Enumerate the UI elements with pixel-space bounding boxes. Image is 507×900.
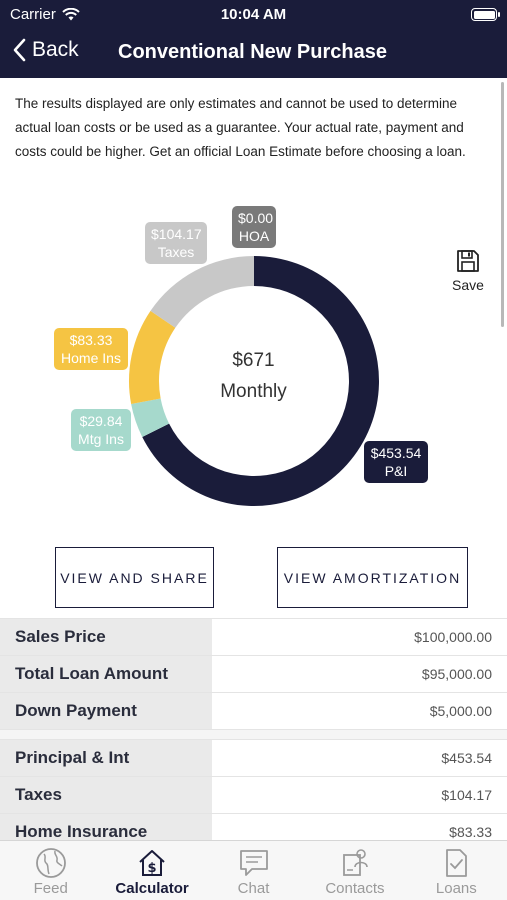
row-label: Principal & Int <box>0 740 212 776</box>
taxes-name: Taxes <box>157 244 195 260</box>
chat-icon <box>239 850 268 876</box>
chart-center-value: $671 <box>232 350 275 371</box>
pi-name: P&I <box>384 463 408 479</box>
row-value: $5,000.00 <box>429 703 492 719</box>
donut-slice-mtg-ins <box>131 398 170 438</box>
row-label: Sales Price <box>0 619 212 655</box>
row-value: $83.33 <box>449 824 492 840</box>
donut-slice-taxes <box>150 256 254 328</box>
tab-contacts[interactable]: Contacts <box>304 841 405 900</box>
row-value: $453.54 <box>441 750 492 766</box>
floppy-disk-icon <box>457 250 479 272</box>
pi-tag: $453.54 P&I <box>364 441 428 483</box>
mtg-ins-name: Mtg Ins <box>78 431 124 447</box>
row-label: Taxes <box>0 777 212 813</box>
disclaimer-text: The results displayed are only estimates… <box>15 96 466 159</box>
status-bar: Carrier 10:04 AM <box>0 0 507 30</box>
contacts-icon <box>343 849 368 876</box>
table-row: Principal & Int $453.54 <box>0 740 507 777</box>
tab-label: Calculator <box>115 880 189 897</box>
scrollbar[interactable] <box>501 82 504 327</box>
donut-slice-home-ins <box>129 310 176 405</box>
hoa-amount: $0.00 <box>238 210 274 226</box>
status-time: 10:04 AM <box>220 6 287 23</box>
tab-loans[interactable]: Loans <box>406 841 507 900</box>
mtg-ins-amount: $29.84 <box>79 413 123 429</box>
globe-icon <box>35 848 66 878</box>
pi-amount: $453.54 <box>370 445 422 461</box>
monthly-payment-chart: $671 Monthly $0.00 HOA $104.17 Taxes $83… <box>0 200 507 520</box>
home-ins-amount: $83.33 <box>69 332 113 348</box>
row-value: $95,000.00 <box>421 666 492 682</box>
save-button[interactable]: Save <box>448 248 488 293</box>
tab-label: Contacts <box>325 880 385 897</box>
section-divider <box>0 730 507 740</box>
tab-bar: Feed $ Calculator Chat <box>0 840 507 900</box>
svg-text:$: $ <box>148 861 157 876</box>
carrier-label: Carrier <box>10 6 56 23</box>
document-check-icon <box>446 849 468 877</box>
table-row: Sales Price $100,000.00 <box>0 619 507 656</box>
chevron-left-icon <box>13 38 26 62</box>
table-row: Total Loan Amount $95,000.00 <box>0 656 507 693</box>
donut-chart <box>129 256 379 507</box>
carrier-indicator: Carrier <box>10 6 80 23</box>
view-and-share-button[interactable]: VIEW AND SHARE <box>55 547 214 608</box>
hoa-name: HOA <box>238 228 270 244</box>
tab-feed[interactable]: Feed <box>0 841 101 900</box>
back-label: Back <box>32 38 79 61</box>
tab-chat[interactable]: Chat <box>203 841 304 900</box>
home-ins-name: Home Ins <box>61 350 121 366</box>
view-amortization-button[interactable]: VIEW AMORTIZATION <box>277 547 468 608</box>
home-ins-tag: $83.33 Home Ins <box>54 328 128 370</box>
hoa-tag: $0.00 HOA <box>232 206 276 248</box>
row-value: $100,000.00 <box>414 629 492 645</box>
wifi-icon <box>62 8 80 21</box>
back-button[interactable]: Back <box>12 38 79 62</box>
tab-label: Chat <box>237 880 270 897</box>
calculator-house-icon: $ <box>139 850 165 876</box>
row-label: Down Payment <box>0 693 212 729</box>
battery-icon <box>471 8 500 21</box>
row-value: $104.17 <box>441 787 492 803</box>
table-row: Taxes $104.17 <box>0 777 507 814</box>
navigation-bar: Back Conventional New Purchase <box>0 30 507 78</box>
mtg-ins-tag: $29.84 Mtg Ins <box>71 409 131 451</box>
loan-summary-table: Sales Price $100,000.00 Total Loan Amoun… <box>0 618 507 851</box>
save-label: Save <box>452 277 484 293</box>
taxes-amount: $104.17 <box>151 226 202 242</box>
taxes-tag: $104.17 Taxes <box>145 222 207 264</box>
tab-calculator[interactable]: $ Calculator <box>101 841 202 900</box>
table-row: Down Payment $5,000.00 <box>0 693 507 730</box>
page-title: Conventional New Purchase <box>118 41 387 63</box>
tab-label: Loans <box>435 880 477 897</box>
chart-center-label: Monthly <box>220 381 287 402</box>
row-label: Total Loan Amount <box>0 656 212 692</box>
tab-label: Feed <box>33 880 68 897</box>
